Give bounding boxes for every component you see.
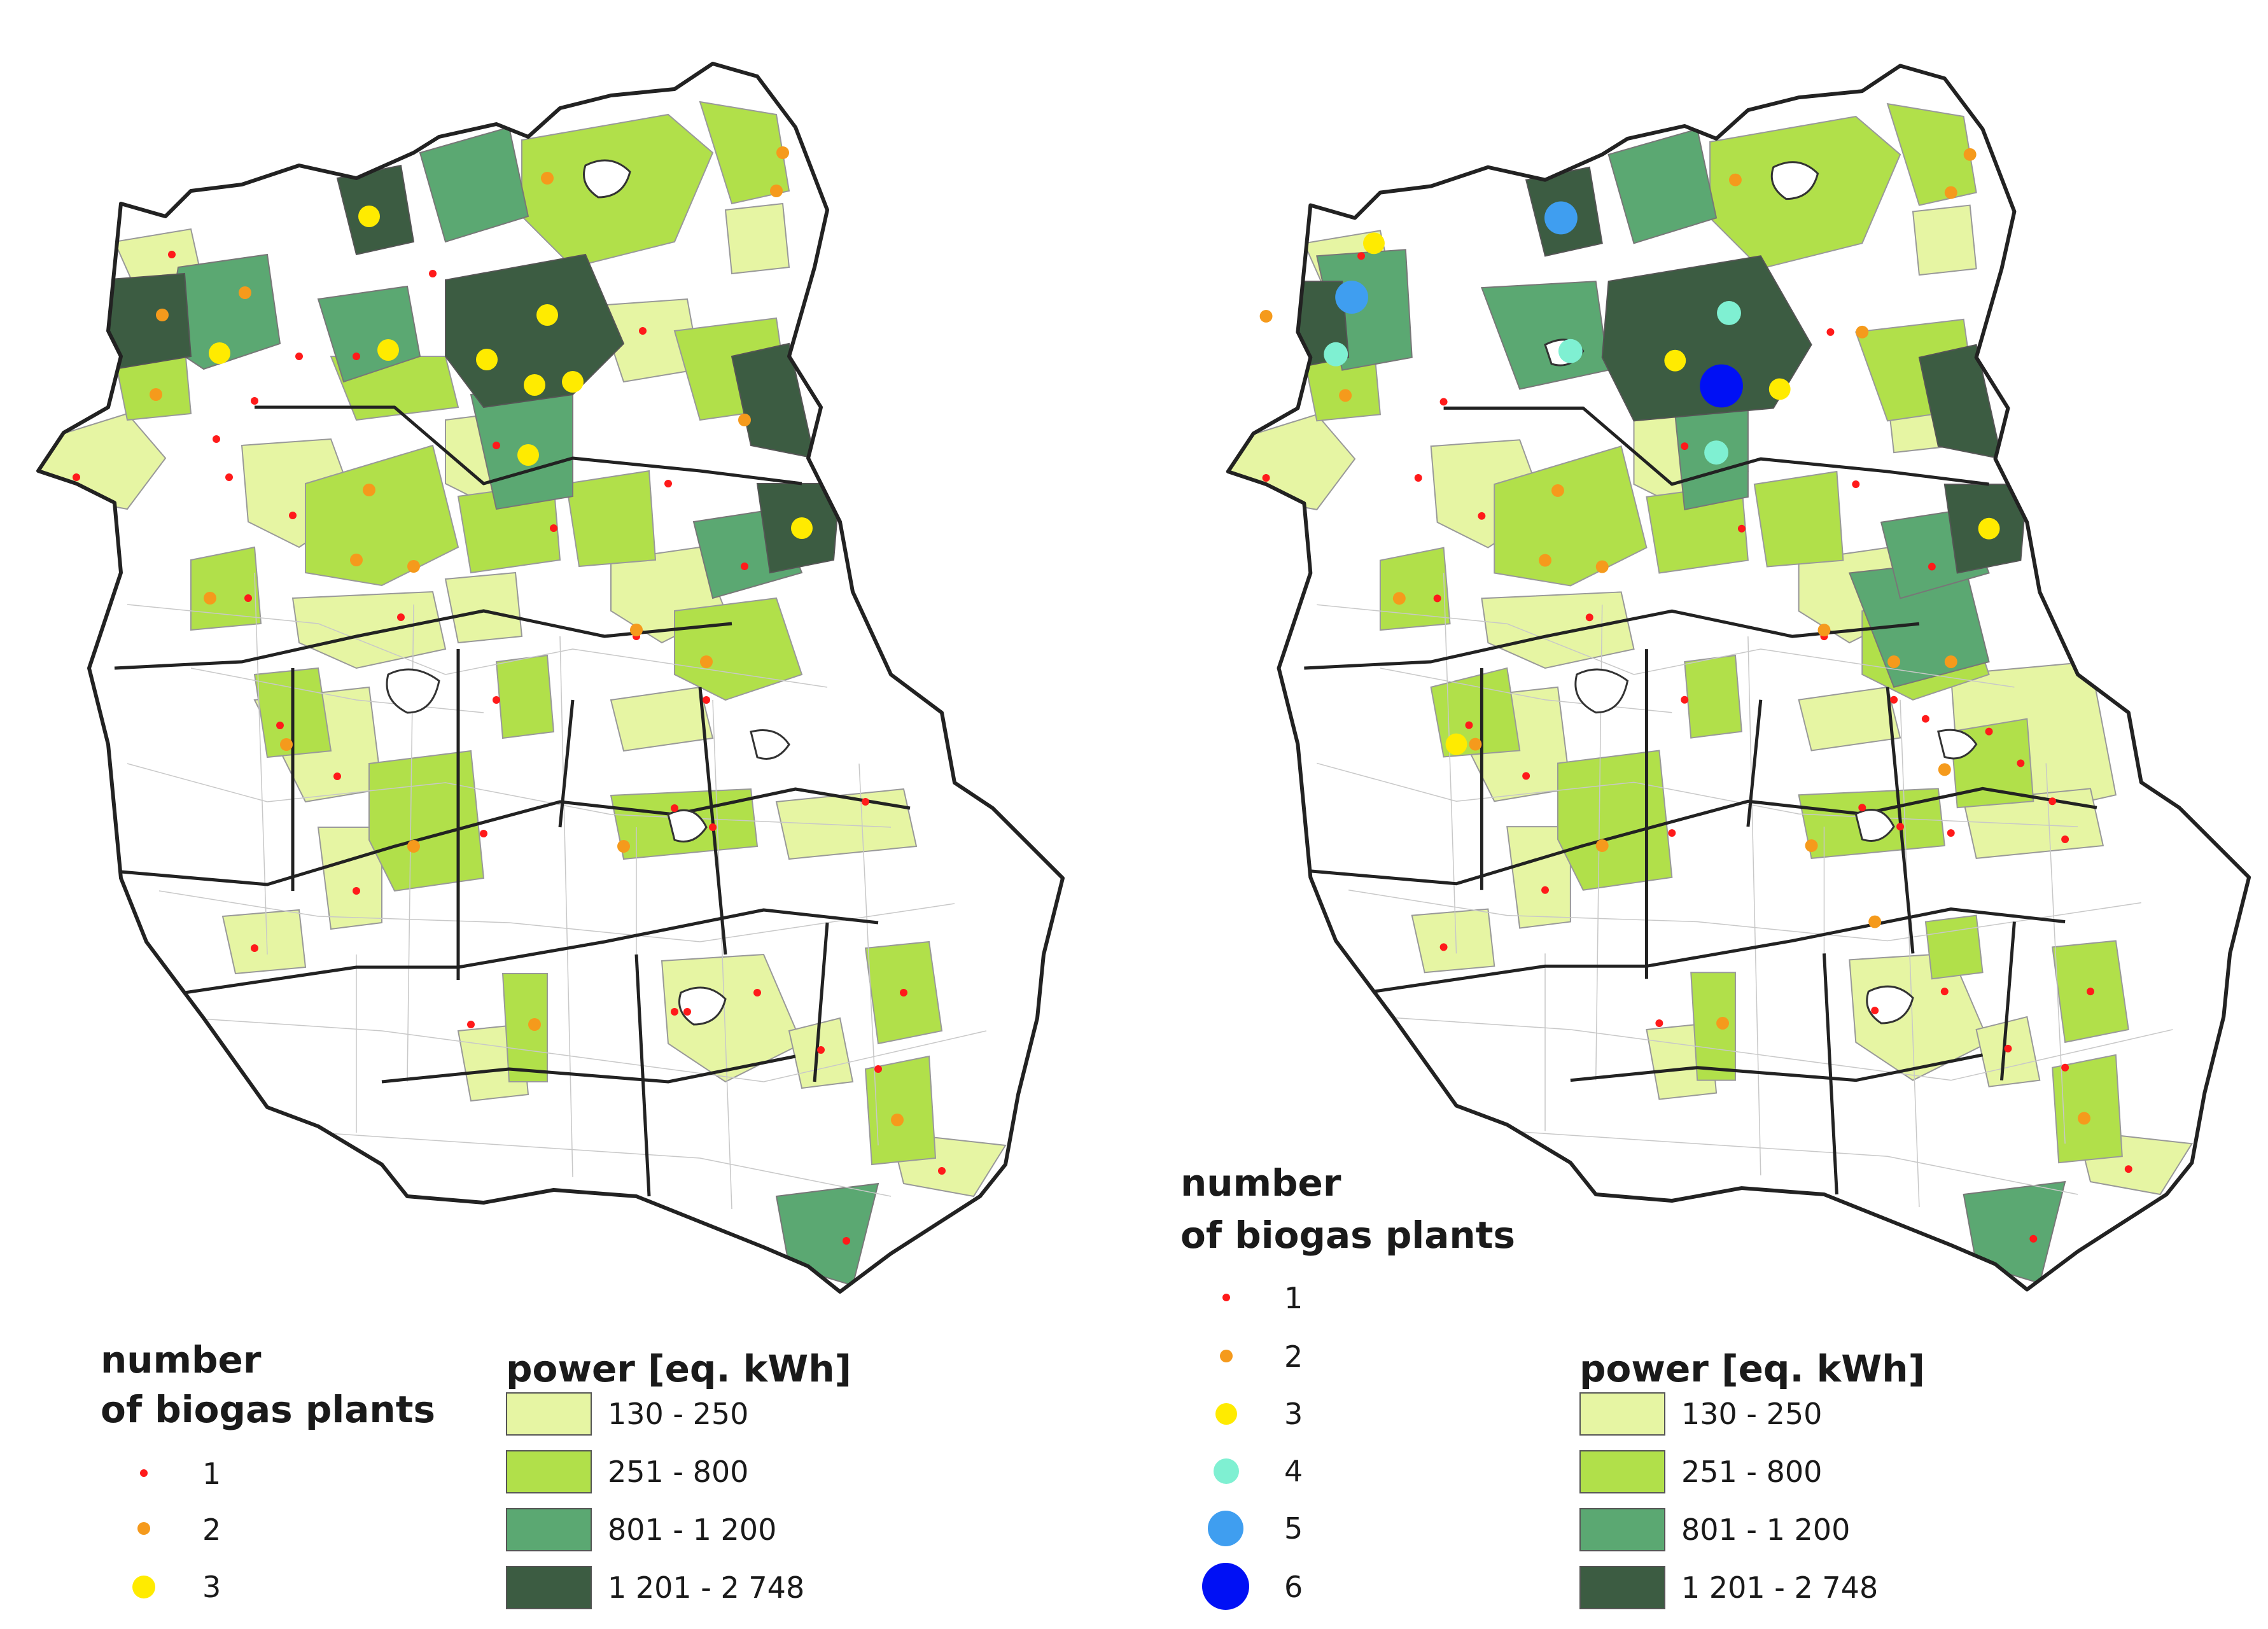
left-power-label-2: 251 - 800 <box>608 1455 749 1489</box>
right-count-legend-dot-3 <box>1215 1403 1237 1425</box>
right-count-legend-label-5: 5 <box>1284 1511 1303 1546</box>
left-count-legend-dot-1 <box>140 1469 148 1477</box>
right-map-panel <box>1190 0 2268 1324</box>
right-power-legend-title: power [eq. kWh] <box>1579 1347 1926 1390</box>
left-count-legend-dot-2 <box>137 1522 150 1535</box>
right-power-label-4: 1 201 - 2 748 <box>1681 1570 1879 1605</box>
left-map-panel <box>0 0 1082 1324</box>
left-power-swatch-2 <box>506 1450 592 1493</box>
left-power-label-3: 801 - 1 200 <box>608 1513 777 1547</box>
left-count-legend-title-line1: number <box>101 1338 262 1381</box>
left-count-legend-label-1: 1 <box>202 1457 221 1491</box>
right-count-legend-dot-4 <box>1214 1458 1239 1484</box>
right-count-legend-dot-1 <box>1222 1294 1230 1301</box>
left-count-legend-title-line2: of biogas plants <box>101 1388 435 1431</box>
right-choropleth-map <box>1226 64 2251 1292</box>
right-count-legend-label-6: 6 <box>1284 1570 1303 1604</box>
right-count-legend-title-line2: of biogas plants <box>1180 1213 1515 1257</box>
right-count-legend-title-line1: number <box>1180 1161 1341 1205</box>
right-power-label-1: 130 - 250 <box>1681 1397 1823 1431</box>
left-power-swatch-4 <box>506 1566 592 1609</box>
left-count-legend-label-3: 3 <box>202 1570 221 1604</box>
right-power-swatch-2 <box>1579 1450 1665 1493</box>
right-power-label-3: 801 - 1 200 <box>1681 1513 1851 1547</box>
right-count-legend-dot-6 <box>1202 1563 1249 1610</box>
left-count-legend-label-2: 2 <box>202 1513 221 1547</box>
left-count-legend-dot-3 <box>132 1576 155 1598</box>
right-count-legend-dot-2 <box>1220 1350 1233 1362</box>
right-power-swatch-1 <box>1579 1392 1665 1436</box>
right-count-legend-dot-5 <box>1208 1511 1243 1546</box>
left-power-swatch-3 <box>506 1508 592 1551</box>
left-power-label-4: 1 201 - 2 748 <box>608 1570 805 1605</box>
right-count-legend-label-4: 4 <box>1284 1454 1303 1488</box>
right-count-legend-label-2: 2 <box>1284 1339 1303 1374</box>
left-power-swatch-1 <box>506 1392 592 1436</box>
left-power-label-1: 130 - 250 <box>608 1397 749 1431</box>
left-choropleth-map <box>36 62 1065 1294</box>
left-plant-markers <box>73 146 946 1245</box>
right-power-swatch-4 <box>1579 1566 1665 1609</box>
right-power-swatch-3 <box>1579 1508 1665 1551</box>
right-count-legend-label-3: 3 <box>1284 1397 1303 1431</box>
right-plant-markers <box>1259 148 2132 1243</box>
left-power-legend-title: power [eq. kWh] <box>506 1347 852 1390</box>
right-count-legend-label-1: 1 <box>1284 1281 1303 1315</box>
right-power-label-2: 251 - 800 <box>1681 1455 1823 1489</box>
